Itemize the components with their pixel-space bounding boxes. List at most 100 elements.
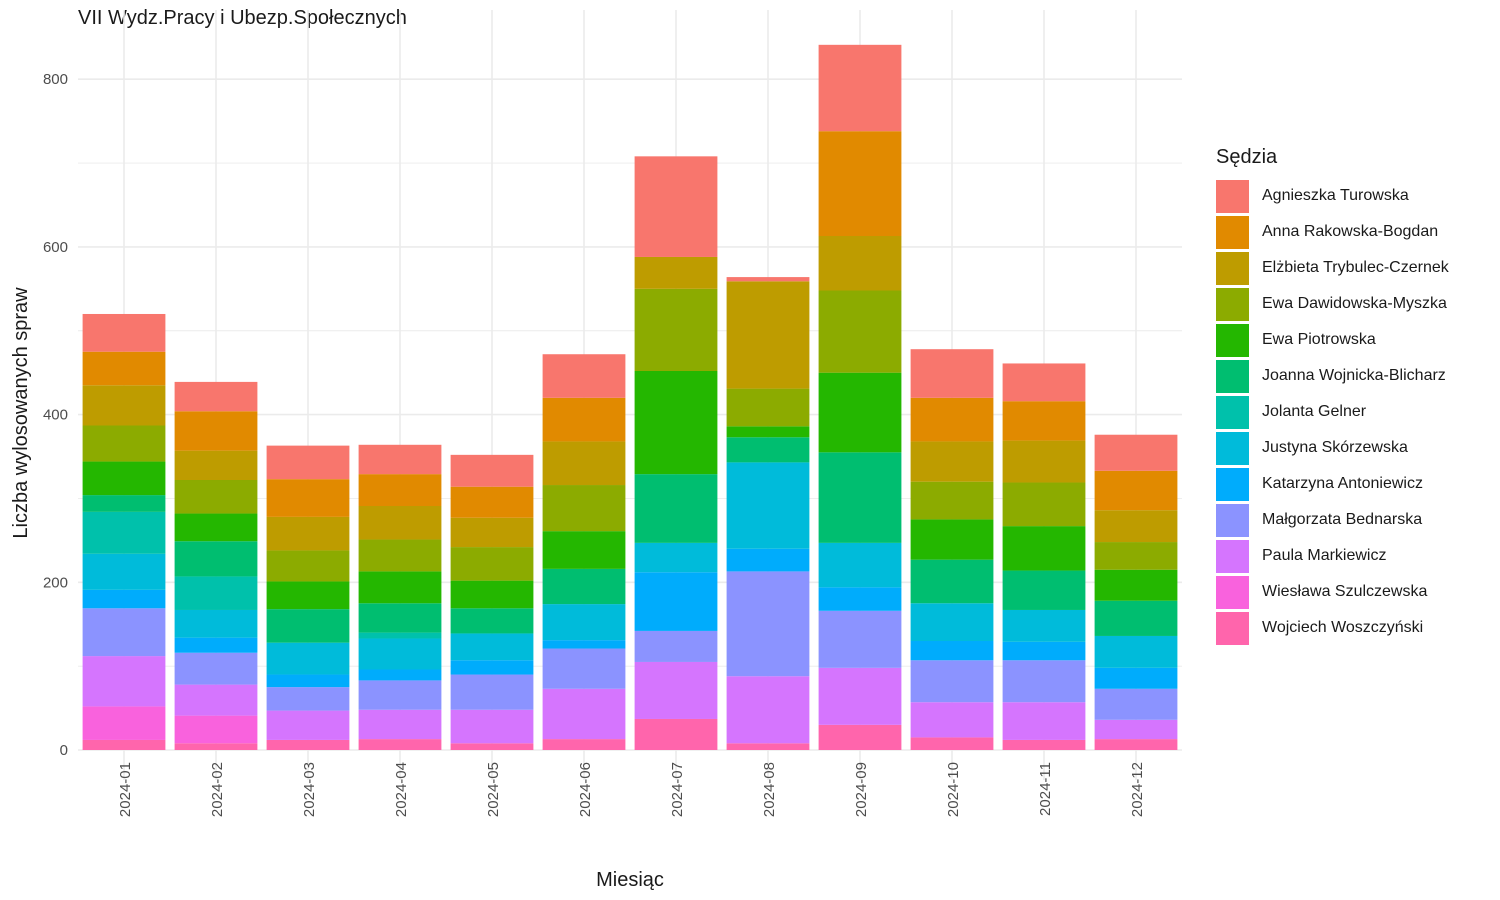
legend-key-swatch: [1216, 287, 1249, 321]
bar-segment: [266, 445, 350, 480]
bar-segment: [174, 411, 258, 451]
bar-segment: [450, 709, 534, 744]
bar-stacks: [82, 44, 1178, 750]
bar-segment: [910, 660, 994, 703]
bar-segment: [818, 587, 902, 611]
legend-key-swatch: [1216, 215, 1249, 249]
bar-segment: [358, 739, 442, 750]
legend-key-swatch: [1216, 323, 1249, 357]
bar-segment: [358, 444, 442, 475]
bar-segment: [542, 485, 626, 532]
bar-segment: [542, 604, 626, 641]
bar-segment: [726, 462, 810, 549]
x-tick-label: 2024-10: [945, 762, 962, 817]
legend-label: Anna Rakowska-Bogdan: [1262, 223, 1439, 240]
bar-segment: [818, 724, 902, 750]
bar-segment: [1002, 440, 1086, 483]
bar-segment: [1002, 739, 1086, 750]
bar-segment: [634, 156, 718, 257]
bar-segment: [266, 516, 350, 551]
bar-segment: [634, 542, 718, 573]
x-axis-title: Miesiąc: [596, 869, 664, 891]
bar-segment: [542, 441, 626, 486]
bar-segment: [1094, 739, 1178, 750]
legend-item: Elżbieta Trybulec-Czernek: [1216, 250, 1449, 286]
legend-label: Paula Markiewicz: [1262, 547, 1387, 564]
bar-segment: [358, 474, 442, 506]
bar-segment: [1002, 526, 1086, 571]
bar-segment: [266, 674, 350, 688]
bar-segment: [82, 495, 166, 512]
x-tick-label: 2024-11: [1037, 762, 1054, 816]
legend-key-swatch: [1216, 575, 1249, 609]
bar-segment: [266, 609, 350, 643]
bar-segment: [1094, 635, 1178, 668]
bar-segment: [1094, 542, 1178, 570]
legend-label: Ewa Dawidowska-Myszka: [1262, 295, 1447, 312]
bar-segment: [542, 739, 626, 750]
legend-label: Katarzyna Antoniewicz: [1262, 475, 1423, 492]
bar-segment: [82, 608, 166, 657]
bar-segment: [910, 481, 994, 520]
legend-item: Wiesława Szulczewska: [1216, 574, 1449, 610]
bar-segment: [542, 531, 626, 569]
y-tick-label: 200: [43, 574, 68, 591]
bar-segment: [910, 441, 994, 482]
bar-segment: [910, 559, 994, 604]
bar-segment: [82, 385, 166, 426]
legend-item: Wojciech Woszczyński: [1216, 610, 1449, 646]
bar-segment: [726, 426, 810, 438]
legend-label: Agnieszka Turowska: [1262, 187, 1409, 204]
bar-segment: [82, 589, 166, 609]
bar-segment: [174, 480, 258, 514]
bar-segment: [266, 710, 350, 740]
bar-segment: [358, 669, 442, 681]
bar-segment: [1002, 401, 1086, 441]
bar-segment: [542, 688, 626, 740]
bar-segment: [1094, 510, 1178, 543]
bar-segment: [174, 381, 258, 412]
bar-segment: [634, 572, 718, 631]
x-axis-ticks: 2024-01 2024-02 2024-03 2024-04 2024-05 2024-…: [117, 762, 1146, 817]
bar-segment: [266, 739, 350, 750]
bar-segment: [542, 568, 626, 605]
chart-title: VII Wydz.Pracy i Ubezp.Społecznych: [78, 7, 407, 29]
bar-segment: [174, 541, 258, 577]
bar-segment: [726, 437, 810, 463]
legend-key-swatch: [1216, 503, 1249, 537]
bar-segment: [1094, 434, 1178, 471]
bar-segment: [726, 676, 810, 744]
x-tick-label: 2024-03: [301, 762, 318, 817]
bar-segment: [174, 652, 258, 685]
bar-segment: [450, 580, 534, 609]
bar-segment: [818, 44, 902, 132]
bar-segment: [82, 425, 166, 462]
bar-segment: [726, 743, 810, 750]
bar-segment: [726, 281, 810, 389]
bar-segment: [542, 640, 626, 649]
legend: Sędzia Agnieszka Turowska Anna Rakowska-B…: [1216, 146, 1449, 646]
bar-segment: [818, 290, 902, 373]
x-tick-label: 2024-12: [1129, 762, 1146, 817]
x-tick-label: 2024-05: [485, 762, 502, 817]
y-axis-title: Liczba wylosowanych spraw: [10, 287, 32, 539]
x-tick-label: 2024-01: [117, 762, 134, 817]
bar-segment: [1094, 600, 1178, 636]
bar-segment: [818, 542, 902, 588]
legend-label: Elżbieta Trybulec-Czernek: [1262, 259, 1449, 276]
bar-segment: [1094, 569, 1178, 601]
bar-segment: [1002, 641, 1086, 661]
bar-segment: [450, 454, 534, 487]
bar-segment: [266, 550, 350, 582]
legend-label: Małgorzata Bednarska: [1262, 511, 1423, 528]
legend-title: Sędzia: [1216, 146, 1278, 168]
bar-segment: [358, 709, 442, 740]
bar-segment: [174, 450, 258, 481]
bar-segment: [174, 715, 258, 744]
bar-segment: [174, 576, 258, 610]
bar-segment: [1002, 702, 1086, 740]
bar-segment: [1002, 609, 1086, 642]
bar-segment: [174, 743, 258, 750]
legend-label: Jolanta Gelner: [1262, 403, 1367, 420]
bar-segment: [818, 372, 902, 453]
